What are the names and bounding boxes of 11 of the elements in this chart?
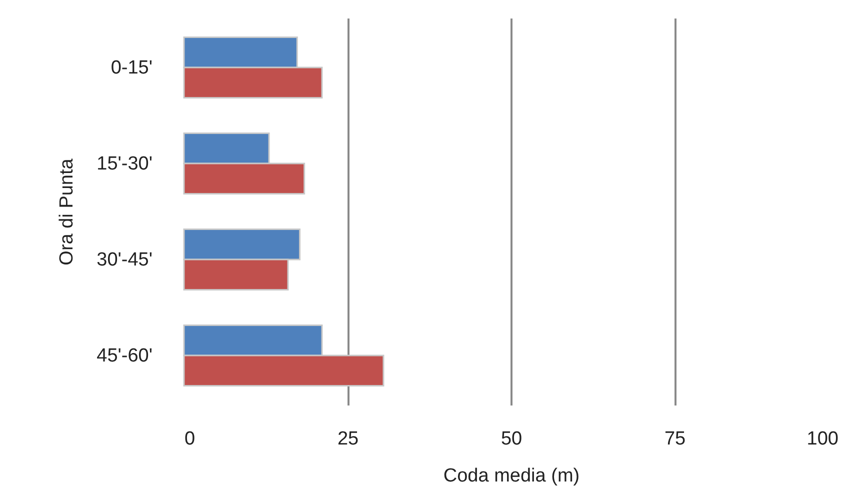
x-tick-label: 75 [664,428,686,450]
y-tick-label: 15'-30' [96,153,152,174]
x-tick-label: 25 [337,428,359,450]
x-tick-label: 50 [500,428,522,450]
x-axis-title: Coda media (m) [443,466,580,486]
y-axis-title: Ora di Punta [56,158,78,266]
y-tick-label: 45'-60' [96,346,152,367]
y-tick-label: 30'-45' [96,250,152,271]
x-tick-label: 0 [184,428,196,450]
x-tick-label: 100 [806,428,838,450]
y-tick-label: 0-15' [110,57,152,78]
